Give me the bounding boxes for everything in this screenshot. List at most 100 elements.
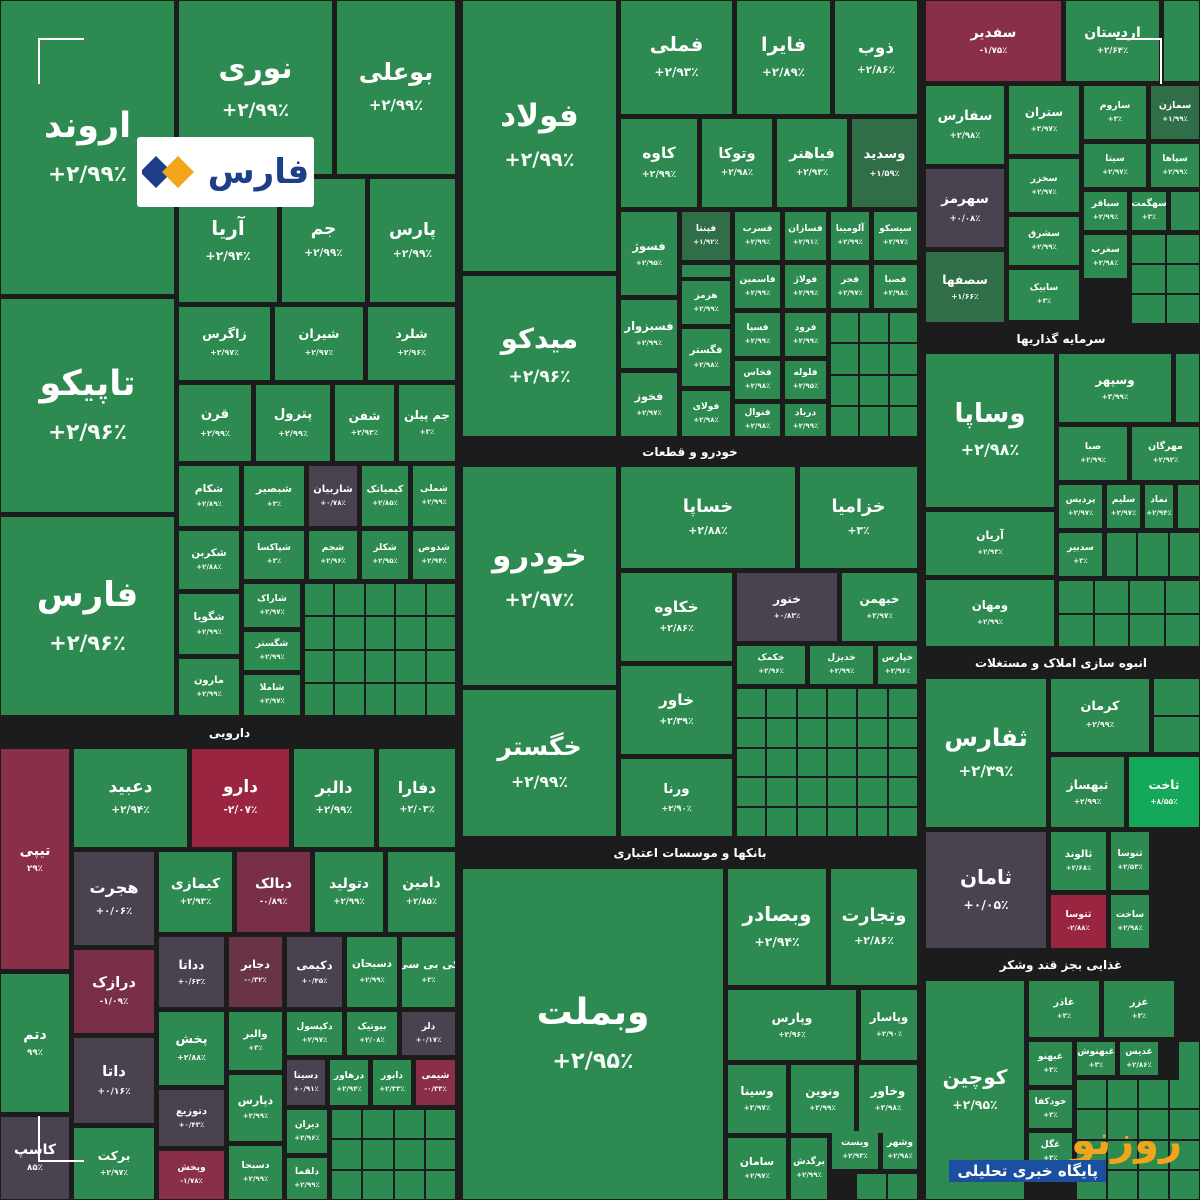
filler-tile xyxy=(396,584,425,616)
stock-change: +۲/۹۷٪ xyxy=(99,1168,129,1178)
filler-tile xyxy=(858,718,887,747)
stock-tile: سدبیر +۳٪ xyxy=(1059,533,1102,576)
stock-name: خکمک xyxy=(757,653,785,664)
filler-tile xyxy=(426,617,455,649)
stock-change: ۹۹٪ xyxy=(27,1048,43,1059)
stock-name: غدیس xyxy=(1125,1046,1153,1057)
stock-tile: برگدش +۲/۹۹٪ xyxy=(791,1138,827,1199)
stock-name: وپخش xyxy=(177,1163,206,1174)
logo-text: فارس xyxy=(207,152,310,192)
stock-change: -۰/۳۲٪ xyxy=(244,975,267,984)
stock-tile: ثامان +۰/۰۵٪ xyxy=(926,832,1046,948)
stock-change: +۲/۹۶٪ xyxy=(320,557,346,566)
stock-change: +۲/۹۹٪ xyxy=(809,1103,836,1113)
stock-tile: خنور +۰/۸۳٪ xyxy=(737,573,837,641)
filler-tile xyxy=(767,718,796,747)
stock-change: +۲/۹۹٪ xyxy=(221,99,290,121)
stock-tile: فسبزوار +۲/۹۹٪ xyxy=(621,300,677,368)
logo-text: روزنو xyxy=(1070,1118,1182,1164)
stock-name: شگستر xyxy=(255,639,289,650)
stock-name: فولاد xyxy=(500,98,579,135)
stock-name: فباهنر xyxy=(789,146,835,163)
stock-name: کاسپ xyxy=(14,1141,56,1158)
stock-change: +۲/۹۳٪ xyxy=(179,897,212,908)
stock-tile: خاور +۲/۳۹٪ xyxy=(621,666,732,754)
stock-change: +۲/۹۳٪ xyxy=(350,427,379,437)
stock-change: +۲/۹۷٪ xyxy=(504,587,575,611)
stock-tile: فسرب +۲/۹۹٪ xyxy=(735,212,780,260)
stock-change: +۲/۹۴٪ xyxy=(205,247,251,263)
stock-tile: پخش +۲/۸۸٪ xyxy=(159,1012,224,1085)
stock-name: خودکفا xyxy=(1034,1097,1067,1108)
stock-tile: میدکو +۲/۹۶٪ xyxy=(463,276,616,436)
stock-change: +۲/۰۳٪ xyxy=(399,803,435,815)
filler-tile xyxy=(1179,1042,1199,1085)
filler-tile xyxy=(365,584,395,616)
stock-name: سلیم xyxy=(1111,494,1136,505)
stock-change: +۸/۵۵٪ xyxy=(1150,796,1178,806)
filler-tile xyxy=(335,650,364,682)
stock-change: +۰/۰۸٪ xyxy=(949,213,981,224)
stock-tile: شلرد +۲/۹۶٪ xyxy=(368,307,455,380)
stock-name: کرمان xyxy=(1080,699,1120,715)
stock-tile: خزامیا +۳٪ xyxy=(800,467,917,568)
filler-tile xyxy=(857,1174,886,1199)
stock-change: +۲/۹۹٪ xyxy=(1031,243,1057,252)
stock-tile: فجر +۲/۹۷٪ xyxy=(831,265,869,308)
stock-name: شبصیر xyxy=(256,483,292,496)
sector-label: بانکها و موسسات اعتباری xyxy=(462,840,918,865)
stock-change: +۲/۹۷٪ xyxy=(1102,167,1128,176)
filler-tile xyxy=(858,689,887,717)
stock-tile: ثنوسا +۲/۵۳٪ xyxy=(1111,832,1149,890)
filler-tile xyxy=(1077,1110,1106,1139)
stock-tile: خودکفا +۳٪ xyxy=(1029,1090,1072,1128)
stock-change: +۲/۹۶٪ xyxy=(397,348,426,358)
filler-tile xyxy=(1166,235,1199,263)
stock-change: +۱/۵۹٪ xyxy=(869,167,900,178)
stock-change: +۲/۹۳٪ xyxy=(977,547,1003,556)
stock-tile: دالبر +۲/۹۹٪ xyxy=(294,749,374,847)
filler-tile xyxy=(426,584,455,616)
filler-tile xyxy=(858,748,887,777)
filler-tile xyxy=(831,375,859,405)
filler-tile xyxy=(828,778,857,807)
filler-tile xyxy=(1132,235,1165,263)
stock-change: +۲/۸۶٪ xyxy=(857,63,895,76)
stock-change: +۲/۹۷٪ xyxy=(744,1172,770,1181)
stock-name: خودرو xyxy=(492,538,587,575)
stock-tile: فنوال +۲/۹۸٪ xyxy=(735,404,780,436)
stock-tile: وساپا +۲/۹۸٪ xyxy=(926,354,1054,507)
filler-tile xyxy=(737,689,766,717)
stock-change: +۳٪ xyxy=(1073,556,1088,565)
stock-change: +۲/۹۹٪ xyxy=(744,288,771,297)
filler-tile xyxy=(1139,1080,1168,1109)
stock-change: +۲/۹۸٪ xyxy=(874,1103,902,1113)
stock-name: وپاسار xyxy=(869,1010,909,1025)
filler-tile xyxy=(1138,533,1168,576)
stock-change: +۲/۹۹٪ xyxy=(294,1180,320,1189)
filler-tile xyxy=(1139,1110,1168,1139)
filler-tile xyxy=(1132,265,1165,293)
stock-name: جم پیلن xyxy=(404,408,450,423)
filler-tile xyxy=(1139,1140,1168,1169)
stock-change: +۳٪ xyxy=(1141,213,1157,222)
stock-tile: دکیمی +۰/۴۵٪ xyxy=(287,937,342,1007)
stock-name: سیتا xyxy=(1105,153,1125,164)
filler-tile xyxy=(737,778,766,807)
stock-change: +۲/۹۹٪ xyxy=(1085,720,1115,730)
stock-tile: فخاس +۲/۹۸٪ xyxy=(735,361,780,399)
stock-name: ساخت xyxy=(1115,909,1145,920)
stock-tile: خگستر +۲/۹۹٪ xyxy=(463,690,616,836)
stock-change: +۲/۹۹٪ xyxy=(1162,167,1188,176)
stock-tile: فپنتا +۱/۹۲٪ xyxy=(682,212,730,260)
stock-change: +۲/۹۹٪ xyxy=(421,498,447,507)
stock-name: مارون xyxy=(194,674,224,686)
stock-name: شکربن xyxy=(191,547,227,559)
filler-tile xyxy=(1166,295,1199,323)
stock-tile: دامین +۲/۸۵٪ xyxy=(388,852,455,932)
stock-name: شدوص xyxy=(418,543,450,554)
stock-change: +۲/۹۹٪ xyxy=(744,238,771,247)
stock-tile: خساپا +۲/۸۸٪ xyxy=(621,467,795,568)
stock-change: +۲/۹۷٪ xyxy=(210,348,239,358)
stock-tile: وسپهر +۲/۹۹٪ xyxy=(1059,354,1171,422)
